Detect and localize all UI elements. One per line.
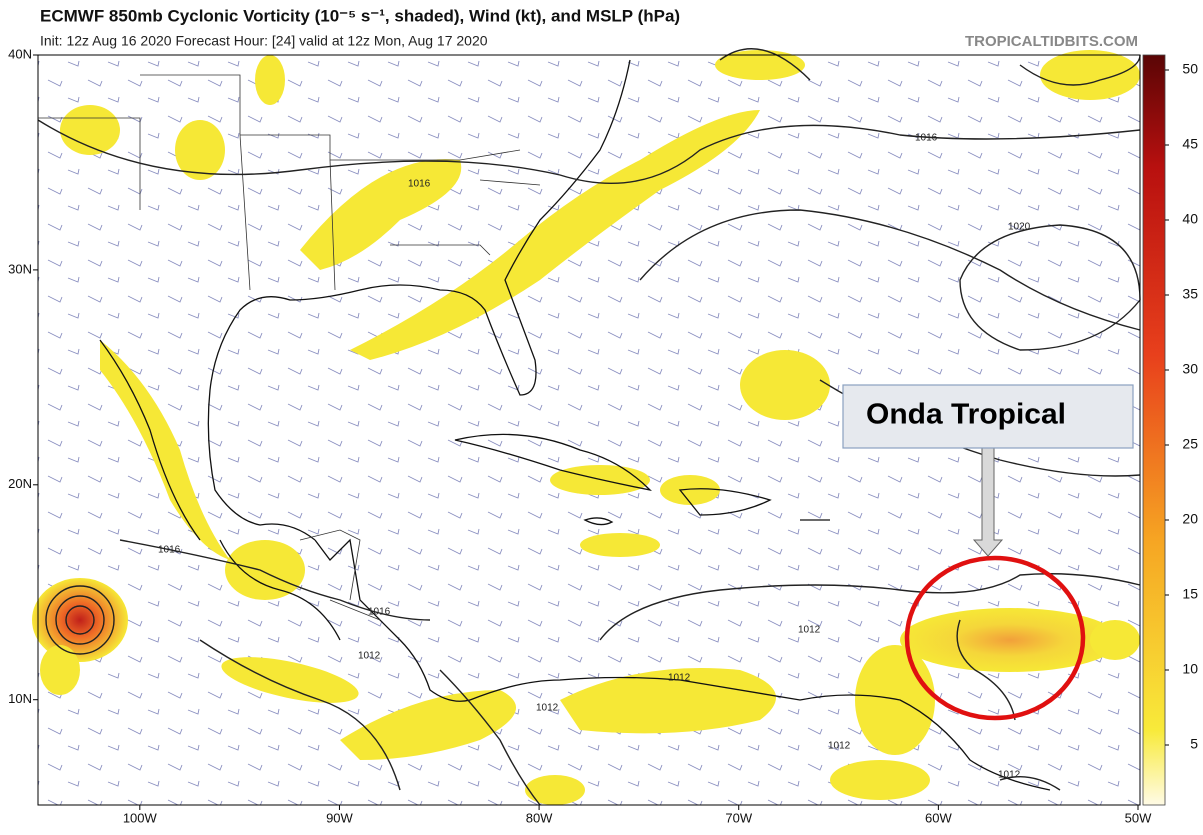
isobar-label: 1012 xyxy=(798,625,821,636)
subtitle: Init: 12z Aug 16 2020 Forecast Hour: [24… xyxy=(40,33,488,49)
colorbar-tick-label: 5 xyxy=(1190,736,1198,752)
colorbar-tick-label: 10 xyxy=(1182,661,1198,677)
isobar-labels: 1016 1016 1020 1016 1016 1012 1012 1012 … xyxy=(158,133,1031,781)
borders xyxy=(38,74,541,621)
y-tick-label: 40N xyxy=(8,46,32,61)
title: ECMWF 850mb Cyclonic Vorticity (10⁻⁵ s⁻¹… xyxy=(40,6,680,25)
highlight-circle xyxy=(904,555,1086,721)
annotation: Onda Tropical xyxy=(842,384,1134,557)
x-tick-label: 100W xyxy=(123,810,158,825)
annotation-arrow xyxy=(972,447,1004,557)
isobar-label: 1016 xyxy=(915,133,938,144)
colorbar-tick-label: 20 xyxy=(1182,511,1198,527)
isobar-label: 1012 xyxy=(998,770,1021,781)
x-tick-label: 60W xyxy=(925,810,952,825)
colorbar-tick-label: 40 xyxy=(1182,211,1198,227)
isobar-label: 1012 xyxy=(536,703,559,714)
annotation-box xyxy=(842,384,1134,449)
source: TROPICALTIDBITS.COM xyxy=(965,33,1138,50)
colorbar-tick-label: 25 xyxy=(1182,436,1198,452)
colorbar-tick-label: 45 xyxy=(1182,136,1198,152)
isobar-label: 1016 xyxy=(158,545,181,556)
isobar-label: 1020 xyxy=(1008,222,1031,233)
isobar-label: 1016 xyxy=(368,607,391,618)
isobar-label: 1016 xyxy=(408,179,431,190)
x-tick-label: 90W xyxy=(326,810,353,825)
coastlines xyxy=(99,59,1051,791)
colorbar-tick-label: 15 xyxy=(1182,586,1198,602)
isobar-label: 1012 xyxy=(668,673,691,684)
y-tick-label: 30N xyxy=(8,261,32,276)
y-tick-label: 20N xyxy=(8,476,32,491)
x-tick-label: 70W xyxy=(725,810,752,825)
colorbar-tick-label: 35 xyxy=(1182,286,1198,302)
isobars xyxy=(37,48,1141,806)
x-tick-label: 80W xyxy=(526,810,553,825)
x-tick-label: 50W xyxy=(1125,810,1152,825)
annotation-text: Onda Tropical xyxy=(866,399,1066,431)
isobar-label: 1012 xyxy=(828,741,851,752)
colorbar-tick-label: 30 xyxy=(1182,361,1198,377)
colorbar-tick-label: 50 xyxy=(1182,61,1198,77)
map-frame xyxy=(37,54,1141,806)
y-tick-label: 10N xyxy=(8,691,32,706)
isobar-label: 1012 xyxy=(358,651,381,662)
colorbar xyxy=(1142,54,1166,806)
